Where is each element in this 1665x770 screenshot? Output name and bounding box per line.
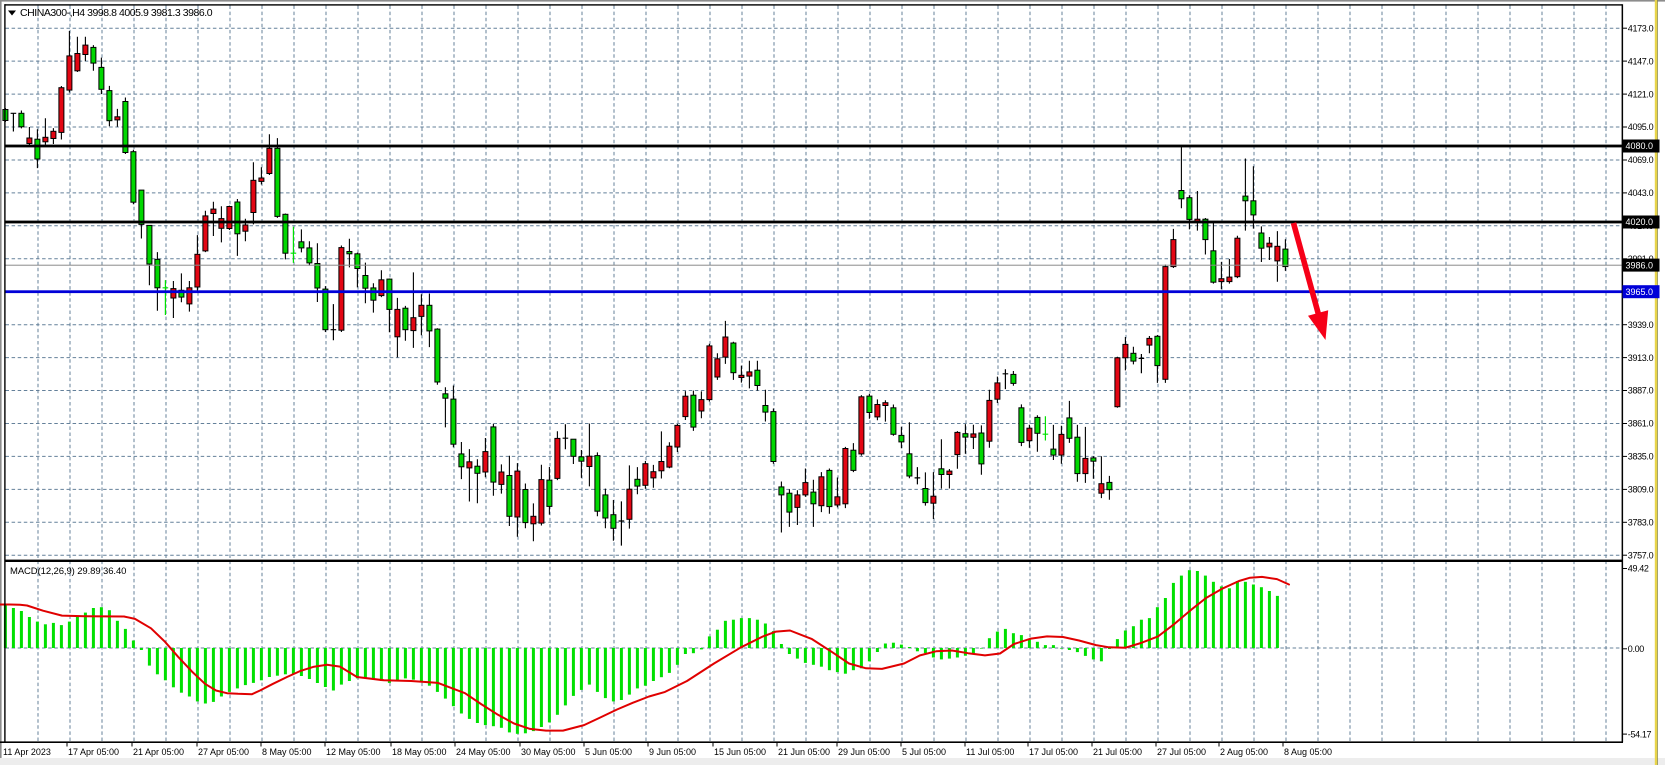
svg-text:3757.0: 3757.0 — [1628, 550, 1654, 560]
svg-text:12 May 05:00: 12 May 05:00 — [326, 747, 381, 757]
svg-text:4069.0: 4069.0 — [1628, 155, 1654, 165]
svg-text:3913.0: 3913.0 — [1628, 353, 1654, 363]
svg-text:17 Jul 05:00: 17 Jul 05:00 — [1029, 747, 1078, 757]
svg-text:11 Apr 2023: 11 Apr 2023 — [3, 747, 51, 757]
svg-text:29 Jun 05:00: 29 Jun 05:00 — [838, 747, 890, 757]
svg-text:21 Apr 05:00: 21 Apr 05:00 — [133, 747, 184, 757]
svg-text:9 Jun 05:00: 9 Jun 05:00 — [649, 747, 696, 757]
svg-text:3861.0: 3861.0 — [1628, 419, 1654, 429]
svg-text:3887.0: 3887.0 — [1628, 386, 1654, 396]
svg-text:3986.0: 3986.0 — [1626, 260, 1654, 270]
svg-text:0.00: 0.00 — [1628, 644, 1644, 654]
svg-text:4095.0: 4095.0 — [1628, 122, 1654, 132]
svg-text:8 Aug 05:00: 8 Aug 05:00 — [1284, 747, 1332, 757]
svg-text:49.42: 49.42 — [1628, 564, 1649, 574]
svg-text:18 May 05:00: 18 May 05:00 — [392, 747, 447, 757]
svg-text:21 Jul 05:00: 21 Jul 05:00 — [1093, 747, 1142, 757]
svg-text:4020.0: 4020.0 — [1626, 217, 1654, 227]
svg-text:30 May 05:00: 30 May 05:00 — [521, 747, 576, 757]
svg-text:27 Jul 05:00: 27 Jul 05:00 — [1157, 747, 1206, 757]
svg-text:3809.0: 3809.0 — [1628, 485, 1654, 495]
svg-text:5 Jul 05:00: 5 Jul 05:00 — [902, 747, 946, 757]
svg-text:4147.0: 4147.0 — [1628, 56, 1654, 66]
svg-text:5 Jun 05:00: 5 Jun 05:00 — [585, 747, 632, 757]
svg-text:3939.0: 3939.0 — [1628, 320, 1654, 330]
svg-text:MACD(12,26,9) 29.89 36.40: MACD(12,26,9) 29.89 36.40 — [10, 566, 126, 577]
svg-text:21 Jun 05:00: 21 Jun 05:00 — [778, 747, 830, 757]
svg-text:2 Aug 05:00: 2 Aug 05:00 — [1220, 747, 1268, 757]
svg-text:27 Apr 05:00: 27 Apr 05:00 — [198, 747, 249, 757]
svg-text:4173.0: 4173.0 — [1628, 23, 1654, 33]
svg-text:3835.0: 3835.0 — [1628, 452, 1654, 462]
svg-text:4043.0: 4043.0 — [1628, 188, 1654, 198]
svg-text:3965.0: 3965.0 — [1626, 287, 1654, 297]
svg-text:4121.0: 4121.0 — [1628, 89, 1654, 99]
svg-text:4080.0: 4080.0 — [1626, 141, 1654, 151]
svg-text:8 May 05:00: 8 May 05:00 — [262, 747, 312, 757]
svg-text:15 Jun 05:00: 15 Jun 05:00 — [714, 747, 766, 757]
svg-text:-54.17: -54.17 — [1628, 729, 1652, 739]
svg-text:3783.0: 3783.0 — [1628, 518, 1654, 528]
svg-text:CHINA300-,H4 3998.8 4005.9 39: CHINA300-,H4 3998.8 4005.9 3981.3 3986.0 — [20, 7, 213, 19]
svg-text:17 Apr 05:00: 17 Apr 05:00 — [68, 747, 119, 757]
svg-text:11 Jul 05:00: 11 Jul 05:00 — [966, 747, 1014, 757]
svg-text:24 May 05:00: 24 May 05:00 — [456, 747, 511, 757]
